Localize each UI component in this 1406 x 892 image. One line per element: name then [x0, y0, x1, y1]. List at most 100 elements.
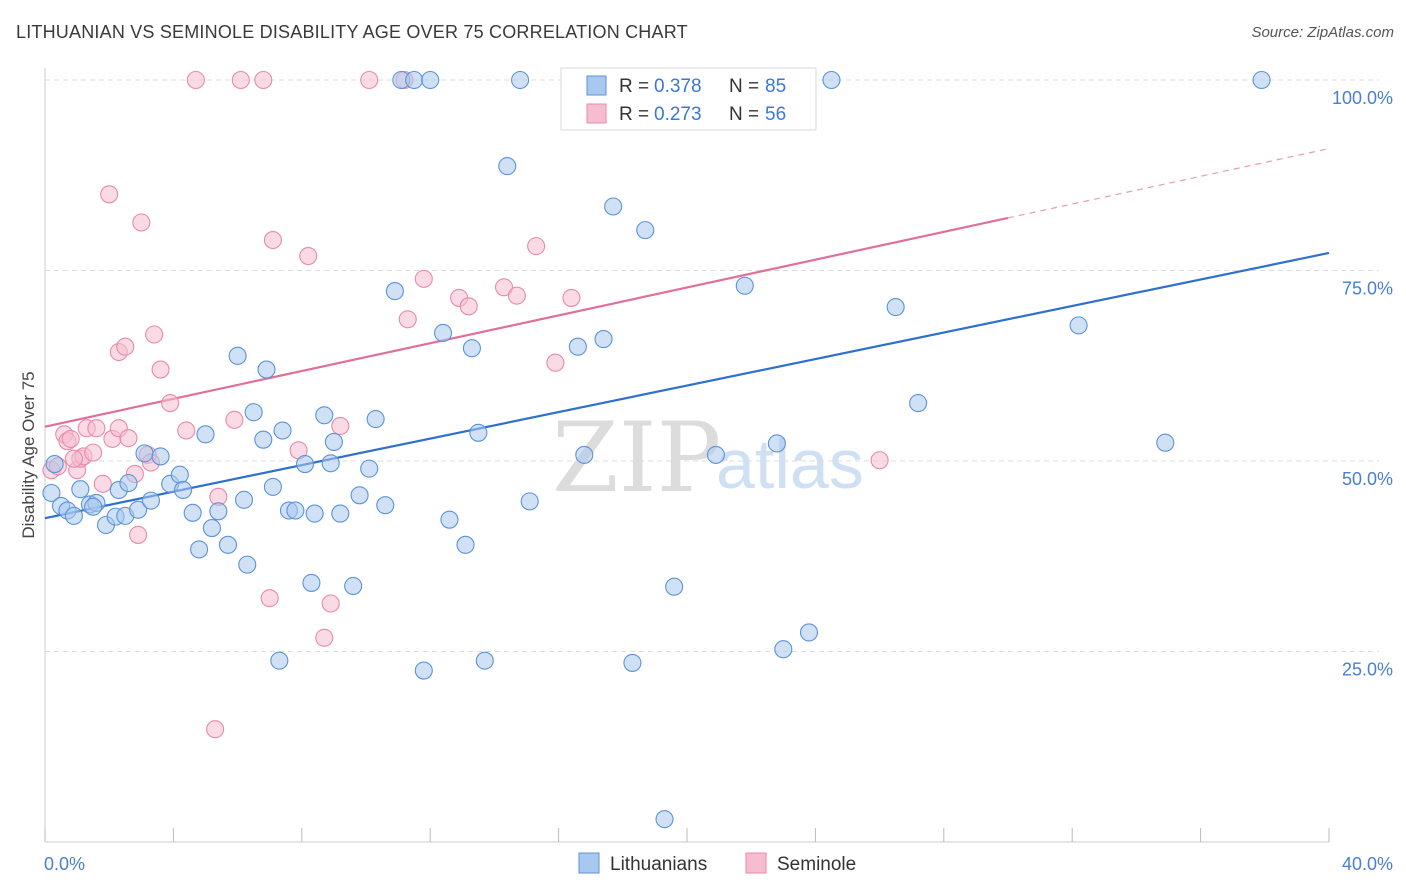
trend-lines [44, 147, 1330, 520]
lithuanians-point [295, 454, 315, 474]
seminole-point [360, 70, 379, 90]
lithuanians-point [822, 70, 841, 90]
lithuanians-point [767, 434, 786, 453]
seminole-point [129, 525, 148, 544]
seminole-point [414, 269, 433, 288]
trend-line-lithuanians [44, 251, 1330, 520]
lithuanians-point [636, 221, 655, 240]
seminole-point [507, 286, 526, 305]
lithuanians-point [45, 454, 64, 474]
lithuanians-point [385, 282, 404, 301]
lithuanians-point [623, 653, 642, 672]
lithuanians-point [324, 432, 343, 452]
lithuanians-point [141, 491, 160, 510]
legend-r-value-1: 0.378 [654, 76, 702, 97]
lithuanians-point [1156, 433, 1175, 452]
seminole-point [494, 278, 514, 297]
seminole-point [225, 410, 244, 429]
lithuanians-point [257, 360, 276, 379]
seminole-point [84, 443, 103, 462]
lithuanians-point [498, 157, 517, 176]
lithuanians-point [886, 298, 905, 317]
lithuanians-point [440, 510, 459, 529]
legend-r-label-1: R = [619, 76, 649, 97]
lithuanians-point [173, 480, 193, 500]
y-axis-label: Disability Age Over 75 [19, 371, 38, 538]
lithuanians-point [71, 480, 90, 499]
x-tick-label-1: 40.0% [1342, 854, 1393, 874]
lithuanians-point [129, 500, 148, 519]
y-tick-label-0: 25.0% [1342, 660, 1393, 680]
lithuanians-point [1069, 316, 1088, 335]
lithuanians-point [84, 497, 103, 516]
lithuanians-point [433, 323, 453, 343]
y-tick-labels: 25.0% 50.0% 75.0% 100.0% [1332, 88, 1393, 680]
lithuanians-point [315, 406, 334, 425]
lithuanians-point [190, 540, 209, 559]
watermark-atlas: atlas [716, 425, 864, 503]
lithuanians-point [170, 465, 189, 484]
lithuanians-point [366, 410, 385, 429]
lithuanians-point [202, 519, 221, 538]
chart-title: LITHUANIAN VS SEMINOLE DISABILITY AGE OV… [16, 22, 688, 42]
legend-r-value-2: 0.273 [654, 104, 702, 125]
lithuanians-point [263, 477, 282, 496]
lithuanians-point [135, 444, 154, 463]
y-tick-label-2: 75.0% [1342, 279, 1393, 299]
seminole-point [145, 325, 164, 344]
seminole-point [119, 429, 138, 448]
y-tick-label-1: 50.0% [1342, 469, 1393, 489]
x-tick-labels: 0.0% 40.0% [44, 854, 1393, 874]
lithuanians-point [360, 459, 379, 478]
lithuanians-point [469, 423, 488, 442]
seminole-point [870, 451, 889, 470]
series-legend: Lithuanians Seminole [578, 852, 856, 875]
legend-seminole-swatch [745, 852, 767, 874]
legend-n-value-2: 56 [765, 104, 786, 125]
lithuanians-point [183, 503, 202, 522]
lithuanians-point [64, 506, 83, 525]
lithuanians-point [42, 483, 61, 503]
seminole-point [61, 429, 80, 448]
seminole-point [321, 594, 340, 613]
seminole-point [64, 449, 83, 468]
lithuanians-point [655, 810, 674, 829]
legend-lithuanians-label: Lithuanians [610, 854, 707, 875]
lithuanians-point [151, 447, 170, 466]
legend-r-label-2: R = [619, 104, 649, 125]
seminole-point [151, 360, 170, 379]
lithuanians-point [706, 445, 725, 464]
axes [44, 68, 1330, 843]
seminole-point [132, 213, 151, 232]
legend-lithuanians-swatch [578, 852, 600, 874]
seminole-point [331, 416, 350, 435]
seminole-point [459, 297, 478, 316]
seminole-point [93, 474, 112, 493]
lithuanians-point [774, 640, 793, 659]
legend-n-value-1: 85 [765, 76, 786, 97]
lithuanians-point [238, 555, 257, 574]
lithuanians-point [344, 576, 363, 596]
source-label: Source: ZipAtlas.com [1251, 24, 1394, 41]
lithuanians-point [234, 490, 254, 509]
seminole-point [161, 394, 180, 413]
seminole-point [562, 288, 581, 307]
lithuanians-point [735, 276, 754, 295]
trend-line-seminole-extension [1007, 147, 1330, 219]
seminole-point [231, 70, 250, 90]
seminole-point [398, 310, 417, 329]
lithuanians-point [209, 502, 228, 521]
seminole-point [315, 628, 334, 647]
lithuanians-point [414, 661, 433, 680]
trend-line-seminole [44, 216, 1009, 428]
lithuanians-point [511, 70, 530, 90]
lithuanians-point [475, 651, 494, 670]
lithuanians-point [270, 651, 289, 670]
seminole-point [186, 70, 205, 90]
lithuanians-point [421, 70, 440, 90]
lithuanians-point [376, 496, 395, 515]
lithuanians-point [286, 501, 305, 520]
lithuanians-point [196, 425, 215, 444]
x-tick-label-0: 0.0% [44, 854, 85, 874]
